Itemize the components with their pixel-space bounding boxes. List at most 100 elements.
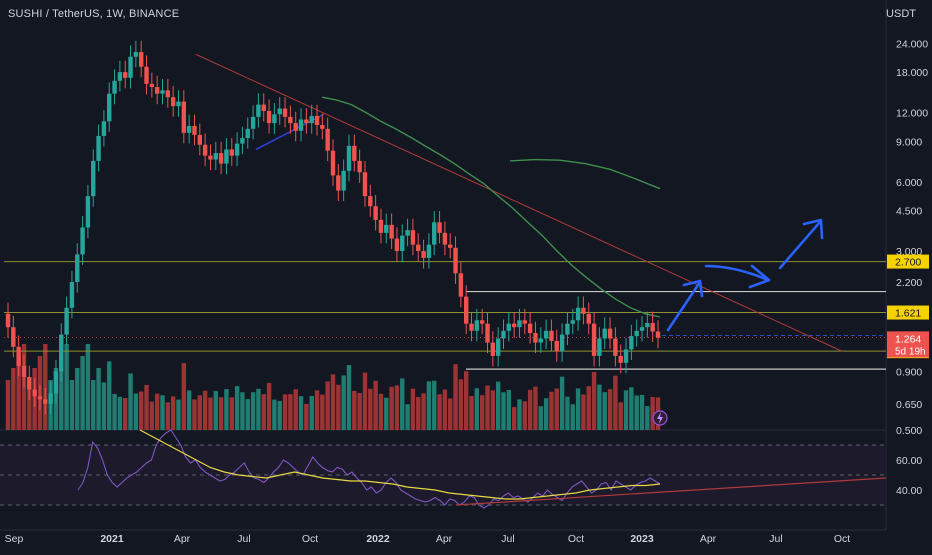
volume-bar [410,388,416,430]
candle [144,55,149,95]
volume-bar [59,356,64,430]
candle [527,312,533,344]
price-tick-label: 0.500 [896,425,922,437]
candle-body [336,175,341,191]
candle [645,311,650,338]
volume-bar [522,401,528,430]
candle-body [32,389,37,397]
rsi-trendline [455,477,887,506]
candle [133,40,139,68]
candle-body [565,323,570,335]
volume-bar [256,388,261,430]
candle-body [506,323,512,331]
candle [501,319,506,350]
volume-bar [123,397,128,430]
volume-bar [320,394,325,430]
candle [48,382,53,415]
candle-body [218,153,224,164]
candle [506,312,512,342]
volume-bar [575,388,581,430]
volume-bar [346,365,352,430]
price-tick-label: 18.000 [896,67,928,79]
candle [288,105,293,134]
candle-body [309,116,314,124]
volume-bar [527,389,533,430]
volume-bar [176,399,181,430]
candle [458,262,464,308]
volume-bar [91,380,96,430]
candle-body [213,153,218,160]
candle-body [384,224,389,233]
volume-bar [378,393,384,430]
candle [213,141,218,171]
volume-bar [96,368,101,430]
volume-bar [165,402,171,430]
volume-bar [538,406,543,430]
candle [357,149,362,183]
candle [59,323,64,382]
time-tick-label: 2021 [100,533,124,545]
volume-bar [495,381,501,430]
volume-bar [485,385,490,430]
time-tick-label: 2022 [366,533,390,545]
candle-body [634,330,639,337]
candle-body [48,393,53,404]
volume-bar [336,384,341,430]
candle-body [341,170,346,191]
candle-body [597,338,602,356]
candle-body [554,340,559,352]
candle [559,323,565,362]
candle-body [421,251,426,258]
volume-bar [463,371,469,430]
volume-bar [645,406,650,430]
candle [101,109,107,147]
candle [581,296,586,325]
volume-bar [154,393,160,430]
volume-bar [245,399,250,430]
volume-bar [43,344,48,430]
volume-bar [639,394,645,430]
volume-bar [384,397,389,430]
candle-body [282,108,288,117]
candle [368,184,373,217]
volume-bar [229,397,234,430]
candle-body [128,56,133,78]
candle [378,208,384,244]
candle-body [107,93,112,122]
candle [5,302,11,338]
candle-body [437,222,442,233]
volume-bar [277,400,282,430]
volume-bar [309,395,314,430]
candle [256,93,261,128]
candle [602,317,607,350]
last-price-text: 1.264 [895,333,921,345]
candle-body [522,320,528,324]
candle-body [357,160,362,173]
volume-bar [170,396,176,430]
candle [64,296,69,346]
candle [186,114,192,144]
candle-body [181,101,187,133]
rsi-line [77,429,661,509]
volume-bar [597,384,602,430]
candle-body [426,244,432,258]
candle [639,315,645,342]
candle [405,218,410,247]
candle-body [256,104,261,117]
candle-body [304,119,309,124]
volume-bar [506,389,512,430]
volume-bar [80,356,85,430]
candle-body [91,160,96,197]
time-tick-label: Oct [834,533,850,545]
currency-unit: USDT [886,8,916,20]
projection-arrowhead [802,218,824,240]
candle [138,40,144,78]
candle [362,161,368,207]
candle-body [538,338,543,343]
candle [538,327,543,354]
candle-body [197,134,203,145]
candle-body [165,90,171,98]
candle [75,243,80,293]
